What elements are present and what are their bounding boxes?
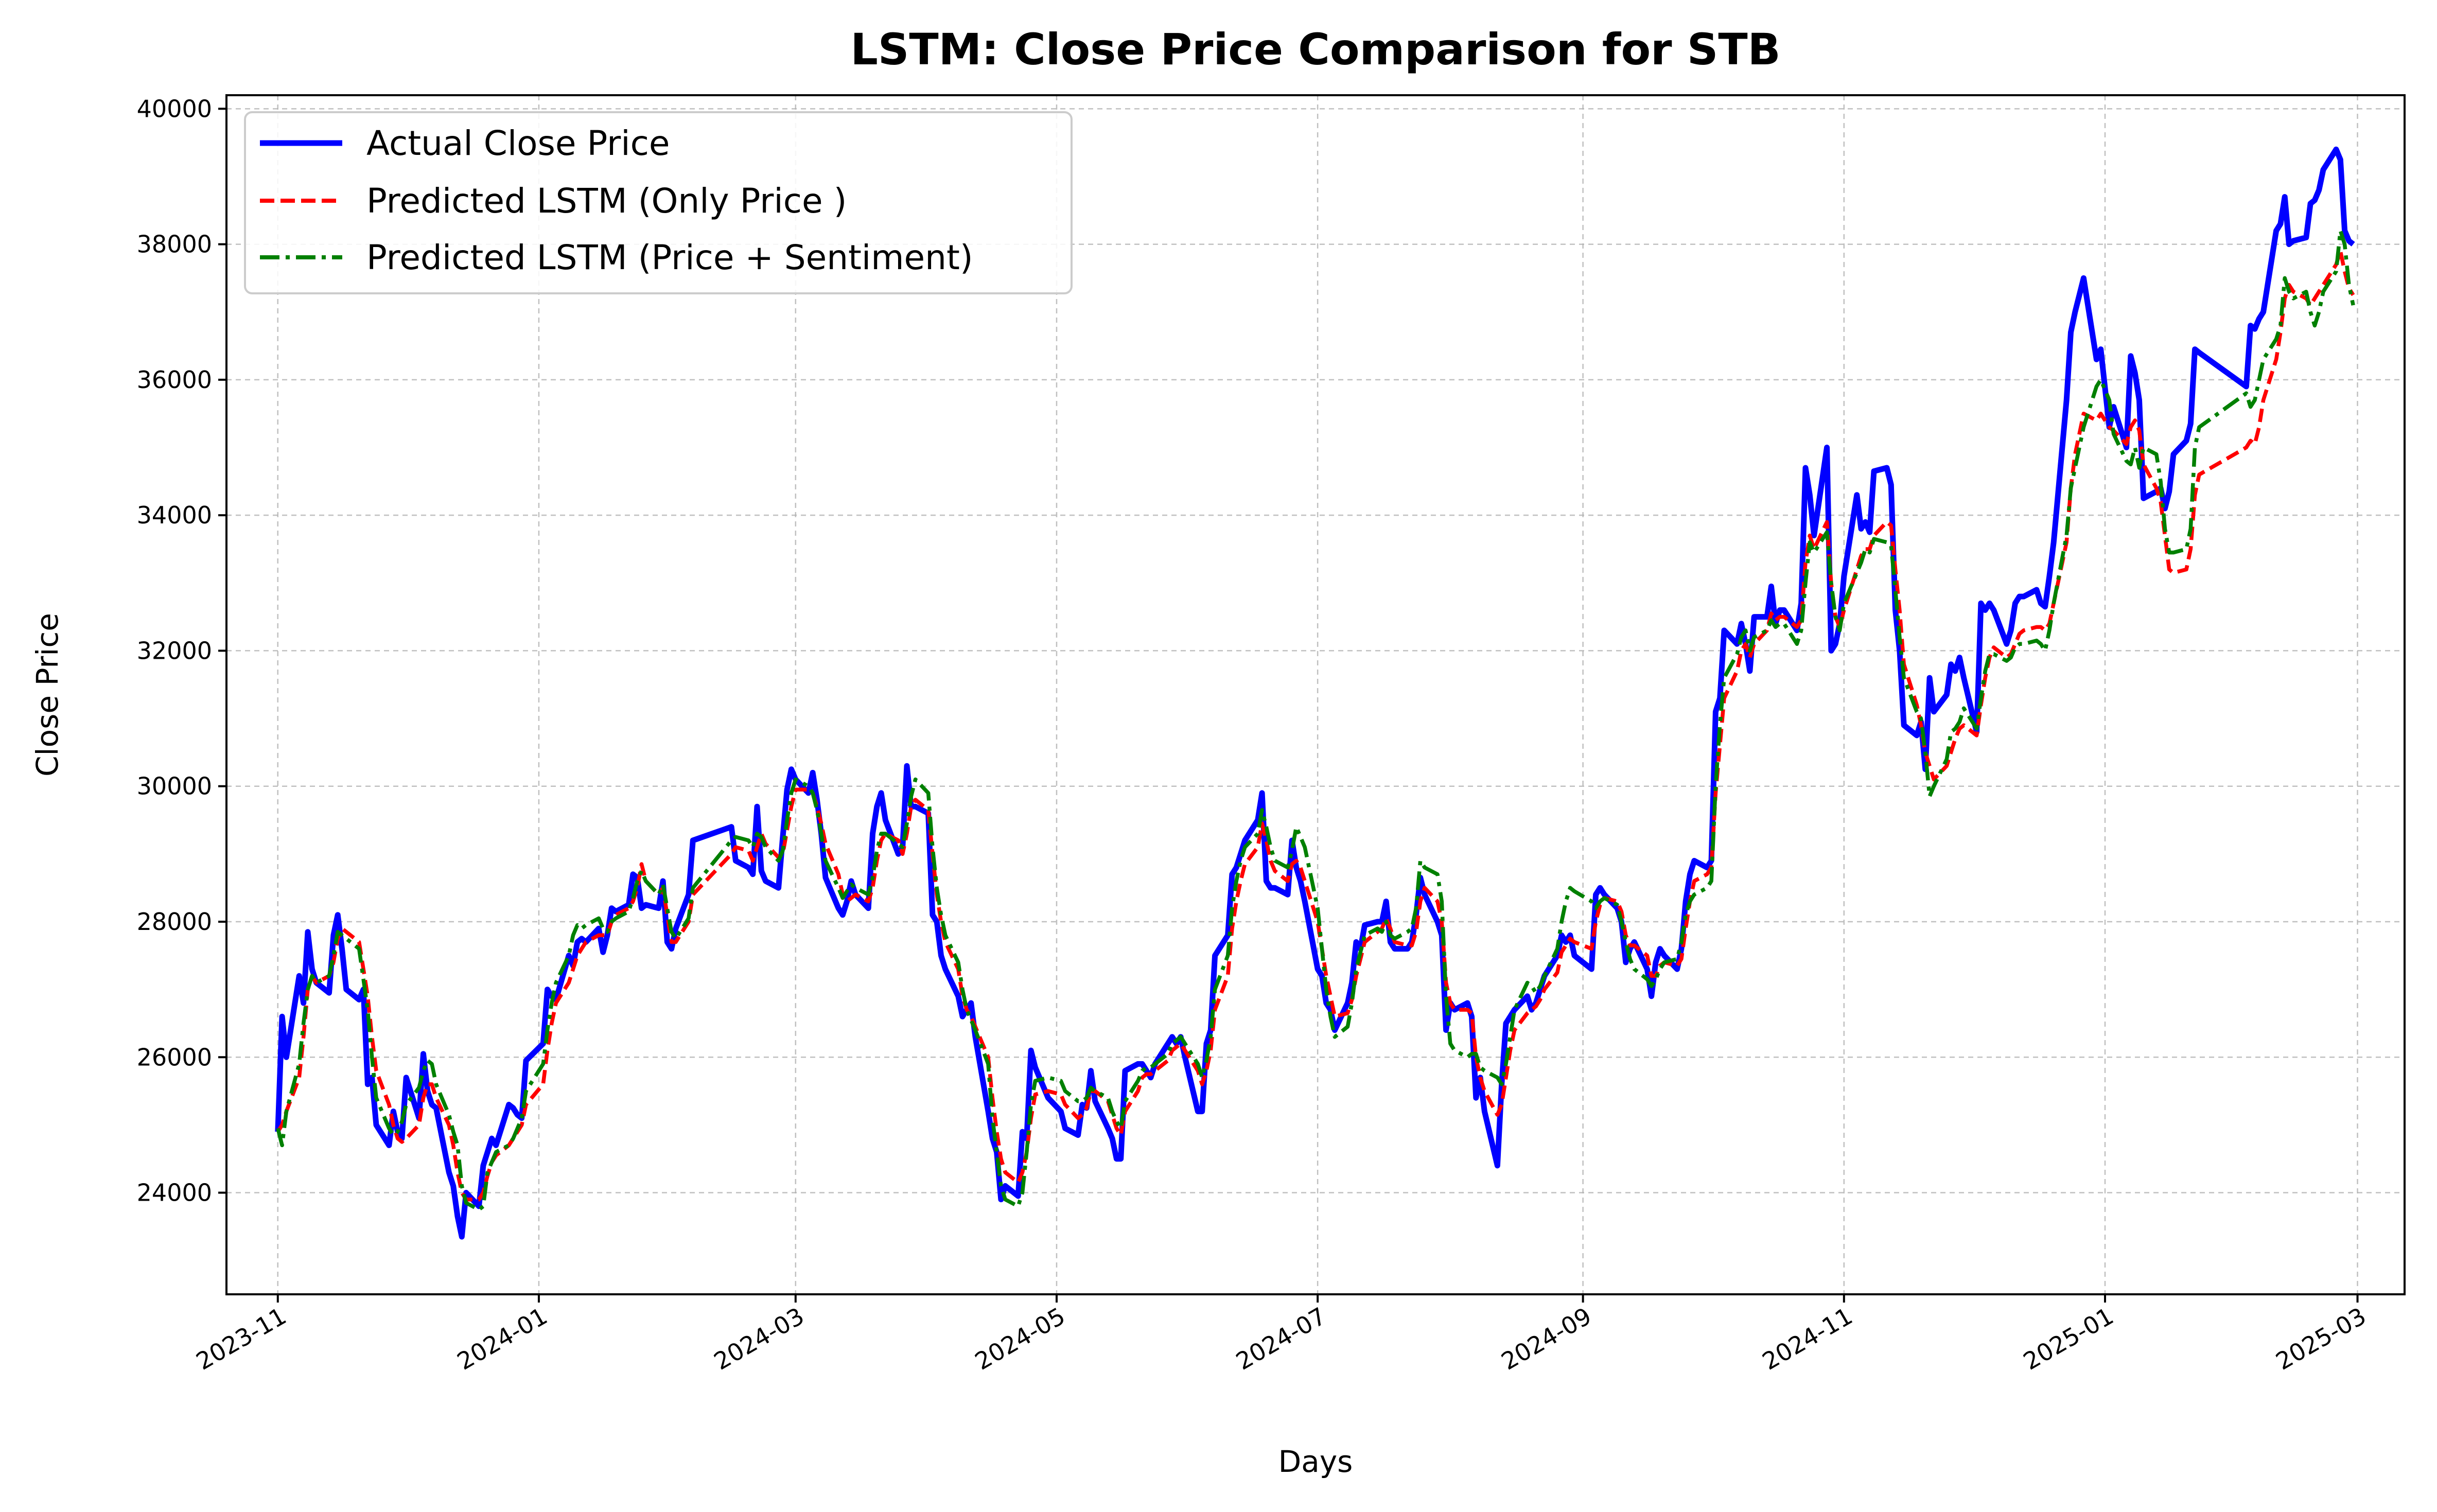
y-tick-label: 34000 [137, 501, 212, 529]
legend-label-actual: Actual Close Price [366, 124, 670, 163]
legend: Actual Close Price Predicted LSTM (Only … [244, 111, 1073, 294]
y-tick-label: 24000 [137, 1179, 212, 1207]
x-axis-label: Days [1278, 1444, 1353, 1479]
y-tick-label: 36000 [137, 366, 212, 394]
plot-frame [225, 94, 2406, 1295]
y-axis-label: Close Price [30, 613, 65, 777]
grid-lines [226, 95, 2405, 1294]
y-tick-label: 40000 [137, 95, 212, 122]
plot-series [275, 146, 2355, 1240]
y-tick-label: 26000 [137, 1043, 212, 1071]
y-tick-label: 38000 [137, 231, 212, 258]
y-tick-label: 32000 [137, 637, 212, 664]
legend-box [244, 111, 1073, 294]
y-tick-label: 30000 [137, 772, 212, 800]
legend-label-lstm-sentiment: Predicted LSTM (Price + Sentiment) [366, 238, 973, 277]
series-line-2 [276, 228, 2355, 1212]
legend-label-lstm-price: Predicted LSTM (Only Price ) [366, 181, 847, 221]
y-tick-label: 28000 [137, 908, 212, 936]
chart-title: LSTM: Close Price Comparison for STB [850, 24, 1780, 75]
series-line-0 [275, 146, 2355, 1240]
y-axis-ticks: 24000 26000 28000 30000 32000 34000 36000 38000… [137, 95, 226, 1207]
